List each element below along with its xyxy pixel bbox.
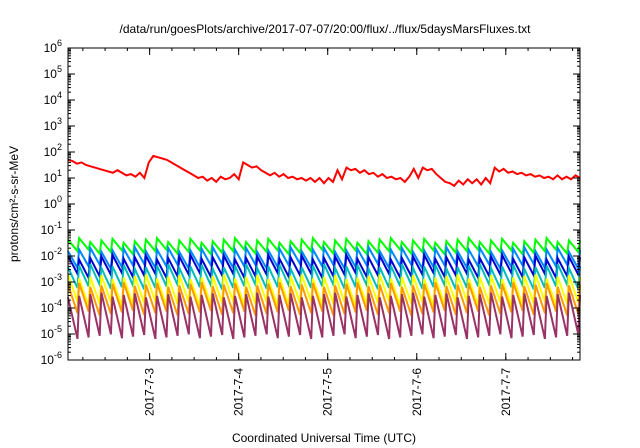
ticks-layer: 10-6 10-5 10-4 10-3 10-2 10-1 100 101 102 103 104 1… — [41, 38, 580, 416]
series-line — [67, 154, 581, 188]
y-tick-label: 101 — [44, 168, 62, 185]
chart-title: /data/run/goesPlots/archive/2017-07-07/2… — [120, 22, 532, 36]
x-tick-label: 2017-7-5 — [321, 368, 335, 416]
y-tick-label: 106 — [44, 38, 62, 55]
y-tick-label: 100 — [44, 194, 62, 211]
y-tick-label: 103 — [44, 116, 62, 133]
series-line — [67, 235, 581, 257]
x-tick-label: 2017-7-7 — [499, 368, 513, 416]
y-tick-label: 10-6 — [41, 350, 62, 367]
y-tick-label: 10-5 — [41, 324, 62, 341]
x-axis-label: Coordinated Universal Time (UTC) — [232, 431, 416, 445]
y-tick-label: 10-4 — [41, 298, 62, 315]
x-tick-label: 2017-7-3 — [143, 368, 157, 416]
y-tick-label: 10-3 — [41, 272, 62, 289]
x-tick-label: 2017-7-4 — [232, 368, 246, 416]
y-tick-label: 10-2 — [41, 246, 62, 263]
series-layer — [67, 154, 581, 340]
y-axis-label: protons/cm²-s-sr-MeV — [7, 146, 21, 262]
x-tick-label: 2017-7-6 — [410, 368, 424, 416]
series-line — [67, 292, 581, 340]
y-tick-label: 105 — [44, 64, 62, 81]
y-tick-label: 104 — [44, 90, 62, 107]
y-tick-label: 10-1 — [41, 220, 62, 237]
y-tick-label: 102 — [44, 142, 62, 159]
